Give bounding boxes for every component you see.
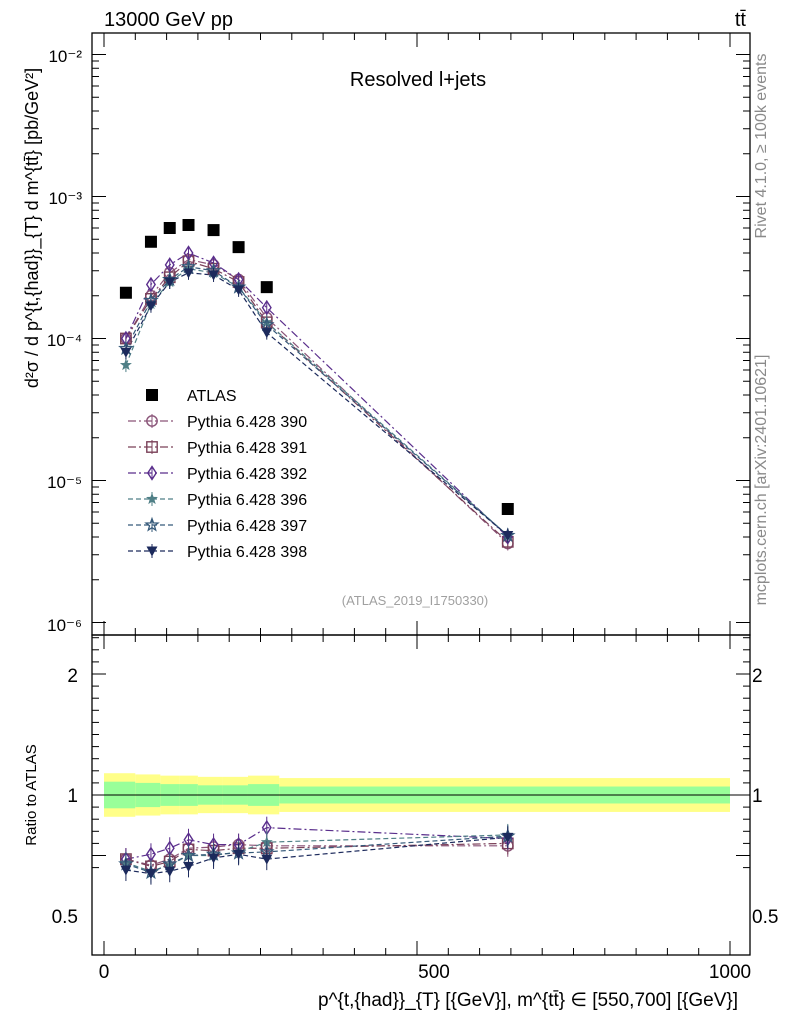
main-y-tick-label: 10⁻² <box>48 47 82 66</box>
ratio-y-tick-label-right: 2 <box>752 666 763 687</box>
ratio-y-tick-label-right: 1 <box>752 786 763 807</box>
legend-marker <box>146 389 158 401</box>
x-tick-label: 1000 <box>709 962 751 983</box>
process-label: tt̄ <box>735 9 747 31</box>
legend-label: Pythia 6.428 390 <box>187 414 307 431</box>
legend: ATLAS Pythia 6.428 390 Pythia 6.428 391 … <box>128 388 307 561</box>
data-point <box>232 241 245 254</box>
data-point <box>182 218 195 231</box>
series-line <box>125 272 509 536</box>
legend-label: Pythia 6.428 397 <box>187 518 307 535</box>
ratio-y-axis-label: Ratio to ATLAS <box>23 744 40 845</box>
data-point <box>145 276 156 293</box>
main-y-axis-label: d²σ / d p^{t,{had}}_{T} d m^{tt̄} [pb/Ge… <box>22 68 43 388</box>
legend-label: ATLAS <box>187 388 237 405</box>
energy-label: 13000 GeV pp <box>104 9 233 31</box>
ratio-data-point <box>208 853 220 864</box>
series-line <box>125 268 509 536</box>
data-point <box>164 277 176 288</box>
ratio-y-tick-label: 2 <box>67 666 78 687</box>
legend-marker <box>146 546 158 557</box>
legend-marker <box>146 465 158 481</box>
ratio-data-point <box>233 849 245 860</box>
x-axis-label: p^{t,{had}}_{T} [{GeV}], m^{tt̄} ∈ [550,… <box>318 990 738 1011</box>
legend-label: Pythia 6.428 391 <box>187 440 307 457</box>
main-series-markers <box>118 218 516 551</box>
data-point <box>183 268 195 279</box>
main-y-tick-label: 10⁻⁶ <box>47 616 82 635</box>
data-point <box>233 285 245 296</box>
data-point <box>120 347 132 358</box>
legend-label: Pythia 6.428 396 <box>187 492 307 509</box>
mcplots-source-label: mcplots.cern.ch [arXiv:2401.10621] <box>753 355 770 606</box>
ratio-y-tick-label: 1 <box>67 786 78 807</box>
ratio-data-point <box>183 861 195 872</box>
legend-label: Pythia 6.428 398 <box>187 544 307 561</box>
ratio-data-point <box>120 865 132 876</box>
main-y-tick-label: 10⁻³ <box>48 189 82 208</box>
rivet-version-label: Rivet 4.1.0, ≥ 100k events <box>753 54 770 239</box>
legend-marker <box>146 415 158 427</box>
data-point <box>144 235 157 248</box>
series-line <box>125 258 509 544</box>
ratio-data-point <box>164 866 176 877</box>
data-point <box>119 286 132 299</box>
ratio-y-tick-label-right: 0.5 <box>752 907 778 928</box>
x-tick-label: 0 <box>99 962 110 983</box>
data-point <box>119 358 132 371</box>
data-point <box>207 224 220 237</box>
data-point <box>502 530 514 541</box>
data-point <box>145 301 157 312</box>
series-line <box>125 252 509 538</box>
main-y-tick-label: 10⁻⁴ <box>47 331 82 350</box>
analysis-label: (ATLAS_2019_I1750330) <box>342 593 488 608</box>
data-point <box>261 299 272 316</box>
legend-marker <box>144 516 160 532</box>
series-line <box>125 260 509 543</box>
ratio-y-tick-label: 0.5 <box>52 907 78 928</box>
data-point <box>261 328 273 339</box>
x-tick-label: 500 <box>418 962 450 983</box>
legend-symbols <box>128 389 176 558</box>
main-series-lines <box>125 252 509 544</box>
plot-title: Resolved l+jets <box>350 69 486 91</box>
ratio-data-point <box>261 854 273 865</box>
ratio-series-line <box>125 835 508 874</box>
main-y-tick-label: 10⁻⁵ <box>47 473 82 492</box>
data-point <box>501 502 514 515</box>
legend-marker <box>146 492 158 505</box>
legend-label: Pythia 6.428 392 <box>187 466 307 483</box>
series-line <box>125 266 509 536</box>
data-point <box>163 222 176 235</box>
data-point <box>208 270 220 281</box>
ratio-data-point <box>502 832 514 843</box>
ratio-series-markers <box>118 816 516 885</box>
axis-ticks <box>92 33 750 955</box>
data-point <box>260 281 273 294</box>
ratio-data-point <box>145 869 157 880</box>
legend-marker <box>146 441 158 453</box>
ratio-series-line <box>125 842 508 868</box>
